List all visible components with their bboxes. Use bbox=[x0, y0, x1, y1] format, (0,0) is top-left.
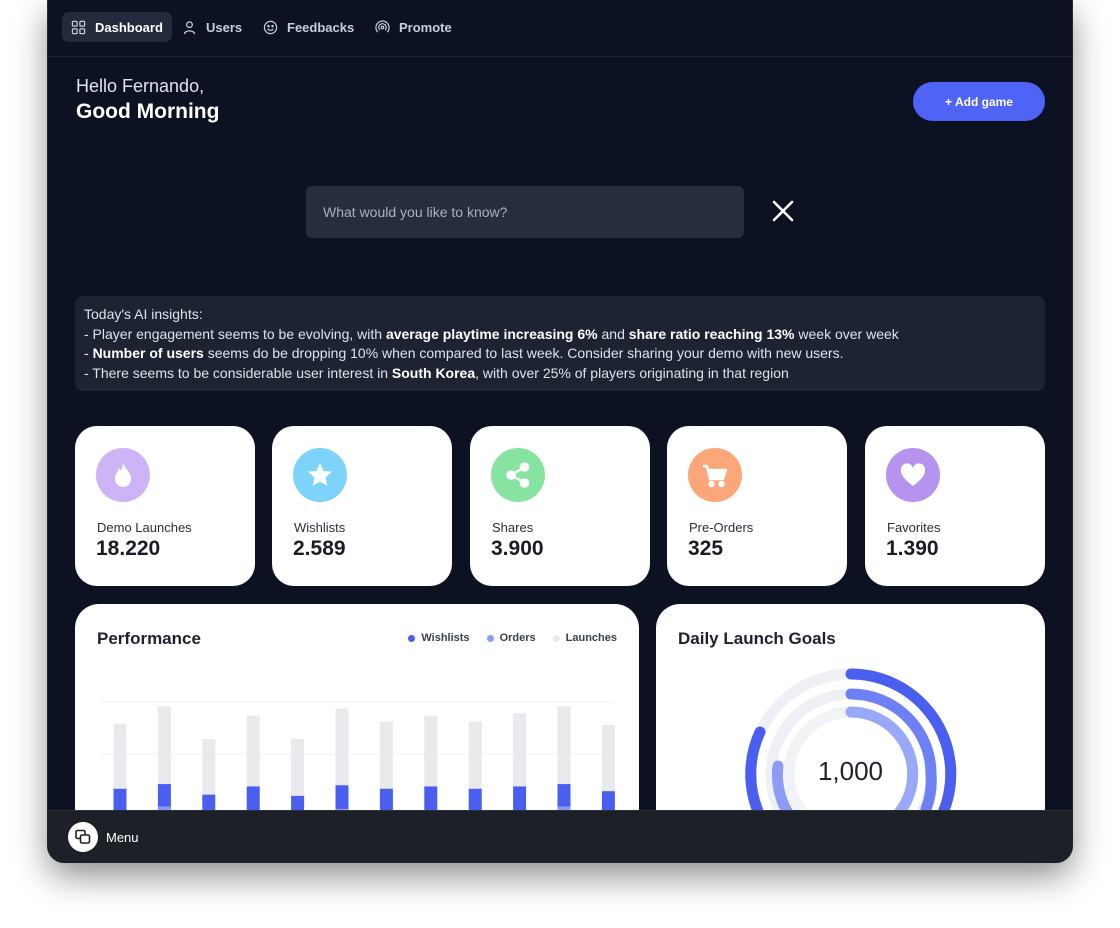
stat-label: Wishlists bbox=[294, 520, 346, 535]
stat-value: 2.589 bbox=[293, 537, 346, 560]
goals-title: Daily Launch Goals bbox=[678, 629, 836, 648]
nav-label: Users bbox=[206, 19, 243, 35]
chart-legend: Wishlists Orders Launches bbox=[408, 632, 617, 644]
legend-item-wishlists: Wishlists bbox=[408, 632, 470, 644]
close-icon[interactable] bbox=[770, 198, 796, 224]
smiley-icon bbox=[263, 20, 278, 34]
goals-radial-chart bbox=[745, 668, 957, 844]
grid-icon bbox=[71, 20, 86, 34]
stat-label: Demo Launches bbox=[97, 520, 192, 535]
stat-card-wishlists[interactable]: Wishlists 2.589 bbox=[272, 426, 452, 586]
performance-card: Performance Wishlists Orders Launches bbox=[75, 604, 639, 844]
stat-label: Shares bbox=[492, 520, 534, 535]
legend-item-launches: Launches bbox=[552, 632, 617, 644]
insight-line: - Number of users seems do be dropping 1… bbox=[84, 345, 844, 362]
heart-icon bbox=[886, 448, 940, 502]
nav-item-users[interactable]: Users bbox=[173, 12, 251, 42]
stat-value: 325 bbox=[688, 537, 724, 560]
page-title: Good Morning bbox=[76, 100, 220, 123]
nav-item-feedbacks[interactable]: Feedbacks bbox=[254, 12, 363, 42]
nav-item-promote[interactable]: Promote bbox=[366, 12, 461, 42]
stat-card-shares[interactable]: Shares 3.900 bbox=[470, 426, 650, 586]
goal-ring-outer bbox=[745, 668, 957, 844]
user-icon bbox=[183, 20, 196, 34]
nav-label: Promote bbox=[399, 19, 452, 35]
stat-card-pre-orders[interactable]: Pre-Orders 325 bbox=[667, 426, 847, 586]
insight-line: - There seems to be considerable user in… bbox=[84, 365, 789, 382]
broadcast-icon bbox=[375, 20, 390, 33]
insight-line: - Player engagement seems to be evolving… bbox=[84, 325, 899, 342]
nav-label: Feedbacks bbox=[287, 19, 355, 35]
menu-label: Menu bbox=[106, 830, 139, 845]
add-game-button[interactable]: + Add game bbox=[913, 82, 1045, 121]
goal-ring-middle bbox=[845, 688, 937, 780]
ai-search-input[interactable] bbox=[306, 186, 744, 238]
stat-value: 1.390 bbox=[886, 537, 939, 560]
performance-title: Performance bbox=[97, 629, 201, 648]
stat-card-favorites[interactable]: Favorites 1.390 bbox=[865, 426, 1045, 586]
windows-icon bbox=[75, 829, 91, 844]
app-window: Dashboard Users Feedbacks Promote Hello … bbox=[48, 0, 1072, 862]
goal-ring-middle-tail bbox=[920, 768, 937, 815]
star-icon bbox=[293, 448, 347, 502]
nav-label: Dashboard bbox=[95, 19, 163, 35]
stat-label: Favorites bbox=[887, 520, 941, 535]
stat-card-demo-launches[interactable]: Demo Launches 18.220 bbox=[75, 426, 255, 586]
ai-insights-panel: Today's AI insights: - Player engagement… bbox=[75, 296, 1045, 391]
stat-label: Pre-Orders bbox=[689, 520, 754, 535]
top-nav: Dashboard Users Feedbacks Promote bbox=[48, 0, 1072, 57]
goals-center-value: 1,000 bbox=[817, 756, 884, 786]
insights-title: Today's AI insights: bbox=[84, 306, 203, 322]
cart-icon bbox=[688, 448, 742, 502]
bottom-bar: Menu bbox=[48, 810, 1072, 862]
daily-goals-card: Daily Launch Goals 1,000 bbox=[656, 604, 1045, 844]
share-icon bbox=[491, 448, 545, 502]
menu-button[interactable] bbox=[68, 822, 98, 852]
greeting: Hello Fernando, bbox=[76, 76, 205, 96]
legend-item-orders: Orders bbox=[486, 632, 536, 644]
nav-item-dashboard[interactable]: Dashboard bbox=[62, 12, 172, 42]
flame-icon bbox=[96, 448, 150, 502]
stat-value: 3.900 bbox=[491, 537, 544, 560]
stat-value: 18.220 bbox=[96, 537, 161, 560]
performance-chart bbox=[101, 701, 615, 836]
